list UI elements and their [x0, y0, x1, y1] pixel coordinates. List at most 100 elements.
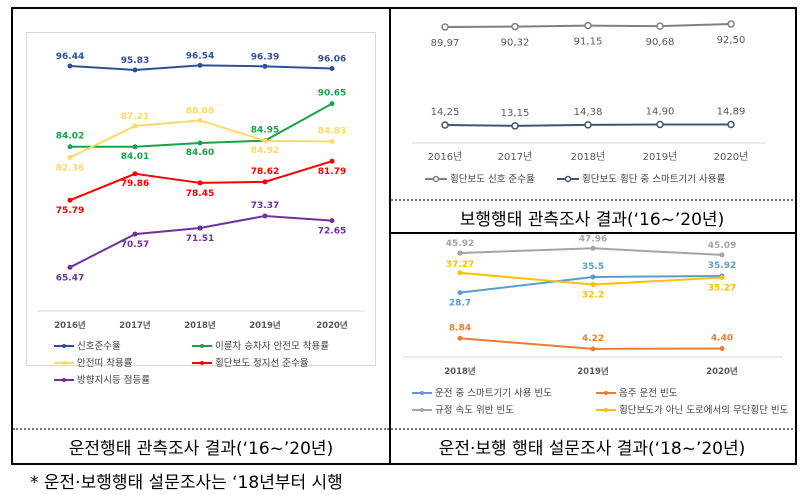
footnote: * 운전·보행행태 설문조사는 ‘18년부터 시행 — [30, 473, 343, 493]
data-label: 47.96 — [579, 234, 607, 244]
x-tick-label: 2018년 — [184, 320, 216, 331]
data-point — [590, 245, 596, 251]
left-caption-divider — [13, 428, 389, 430]
data-label: 4.22 — [582, 334, 604, 344]
data-label: 72.65 — [318, 227, 346, 237]
data-label: 73.37 — [251, 201, 279, 211]
data-label: 84.02 — [56, 132, 84, 142]
right-horizontal-divider — [389, 232, 795, 234]
outer-frame — [11, 7, 797, 465]
data-point — [262, 63, 268, 69]
legend-label: 횡단보도 정지선 준수율 — [215, 357, 309, 369]
data-point — [457, 270, 463, 276]
data-point — [197, 225, 203, 231]
data-label: 96.54 — [186, 51, 214, 61]
data-point — [132, 231, 138, 237]
data-point — [511, 122, 519, 130]
data-point — [67, 155, 73, 161]
x-tick-label: 2018년 — [444, 366, 476, 377]
data-point — [132, 144, 138, 150]
legend-marker — [200, 361, 204, 365]
legend-label: 횡단보도가 아닌 도로에서의 무단횡단 빈도 — [619, 404, 789, 416]
data-point — [584, 21, 592, 30]
bottom-right-caption: 운전·보행 행태 설문조사 결과(‘18~’20년) — [438, 439, 746, 459]
data-label: 91,15 — [574, 37, 603, 48]
data-point — [656, 22, 664, 30]
data-point — [262, 179, 268, 185]
x-tick-label: 2017년 — [498, 151, 533, 163]
data-label: 96.39 — [251, 52, 279, 62]
data-point — [719, 252, 725, 258]
vertical-divider — [389, 7, 391, 463]
data-point — [590, 346, 596, 352]
data-label: 87.21 — [121, 112, 149, 122]
data-point — [590, 274, 596, 280]
data-point — [727, 120, 735, 129]
legend-marker — [604, 408, 608, 412]
top-right-caption-divider — [391, 199, 793, 201]
data-label: 71.51 — [186, 234, 214, 244]
data-point — [457, 250, 463, 256]
series-line-4 — [459, 271, 723, 286]
data-label: 14,89 — [717, 106, 746, 117]
data-label: 84.60 — [186, 148, 214, 158]
data-label: 82.36 — [56, 164, 84, 174]
data-label: 90.65 — [318, 89, 346, 99]
x-tick-label: 2016년 — [428, 151, 463, 163]
data-label: 70.57 — [121, 240, 149, 250]
data-label: 14,90 — [646, 106, 675, 117]
data-label: 28.7 — [449, 299, 471, 309]
legend-marker — [62, 361, 66, 365]
x-tick-label: 2019년 — [249, 320, 281, 331]
data-label: 8.84 — [449, 323, 471, 333]
legend-marker — [564, 175, 572, 183]
legend-label: 규정 속도 위반 빈도 — [435, 404, 514, 416]
legend-marker — [62, 378, 66, 382]
legend-marker — [420, 408, 424, 412]
data-label: 84.95 — [251, 126, 279, 136]
data-label: 35.92 — [708, 261, 736, 271]
data-label: 90,32 — [501, 38, 530, 49]
data-label: 96.06 — [318, 54, 346, 64]
data-point — [329, 138, 335, 144]
top-right-caption: 보행행태 관측조사 결과(‘16~’20년) — [459, 210, 725, 230]
data-label: 84.92 — [251, 146, 279, 156]
legend-label: 음주 운전 빈도 — [619, 388, 678, 399]
data-point — [132, 171, 138, 177]
legend-marker — [604, 391, 608, 395]
data-point — [132, 67, 138, 73]
data-label: 32.2 — [582, 291, 604, 301]
data-label: 81.79 — [318, 167, 346, 177]
x-tick-label: 2020년 — [706, 366, 738, 377]
legend-label: 횡단보도 신호 준수율 — [450, 173, 535, 185]
data-point — [329, 158, 335, 164]
legend-label: 이륜차 승차자 안전모 착용률 — [215, 340, 329, 352]
data-label: 96.44 — [56, 52, 84, 62]
data-point — [67, 264, 73, 270]
x-tick-label: 2020년 — [316, 320, 348, 331]
data-point — [719, 274, 725, 280]
data-point — [197, 140, 203, 146]
data-label: 37.27 — [446, 260, 474, 270]
data-label: 89,97 — [431, 38, 460, 49]
data-label: 95.83 — [121, 56, 149, 66]
legend-marker — [432, 175, 440, 183]
data-point — [656, 120, 664, 129]
x-tick-label: 2019년 — [577, 366, 609, 377]
legend-marker — [62, 344, 66, 348]
x-tick-label: 2020년 — [714, 151, 749, 163]
data-point — [719, 345, 725, 351]
data-label: 45.09 — [708, 241, 736, 251]
legend-label: 운전 중 스마트기기 사용 빈도 — [435, 388, 552, 399]
data-point — [132, 123, 138, 129]
left-caption: 운전행태 관측조사 결과(‘16~’20년) — [68, 439, 334, 459]
data-label: 35.27 — [708, 283, 736, 293]
data-label: 79.86 — [121, 179, 149, 189]
data-point — [329, 65, 335, 71]
legend-marker — [420, 391, 424, 395]
data-point — [590, 282, 596, 288]
data-label: 35.5 — [582, 262, 604, 272]
data-label: 75.79 — [56, 206, 84, 216]
data-label: 65.47 — [56, 273, 84, 283]
legend-label: 방향지시등 점등률 — [77, 374, 150, 386]
